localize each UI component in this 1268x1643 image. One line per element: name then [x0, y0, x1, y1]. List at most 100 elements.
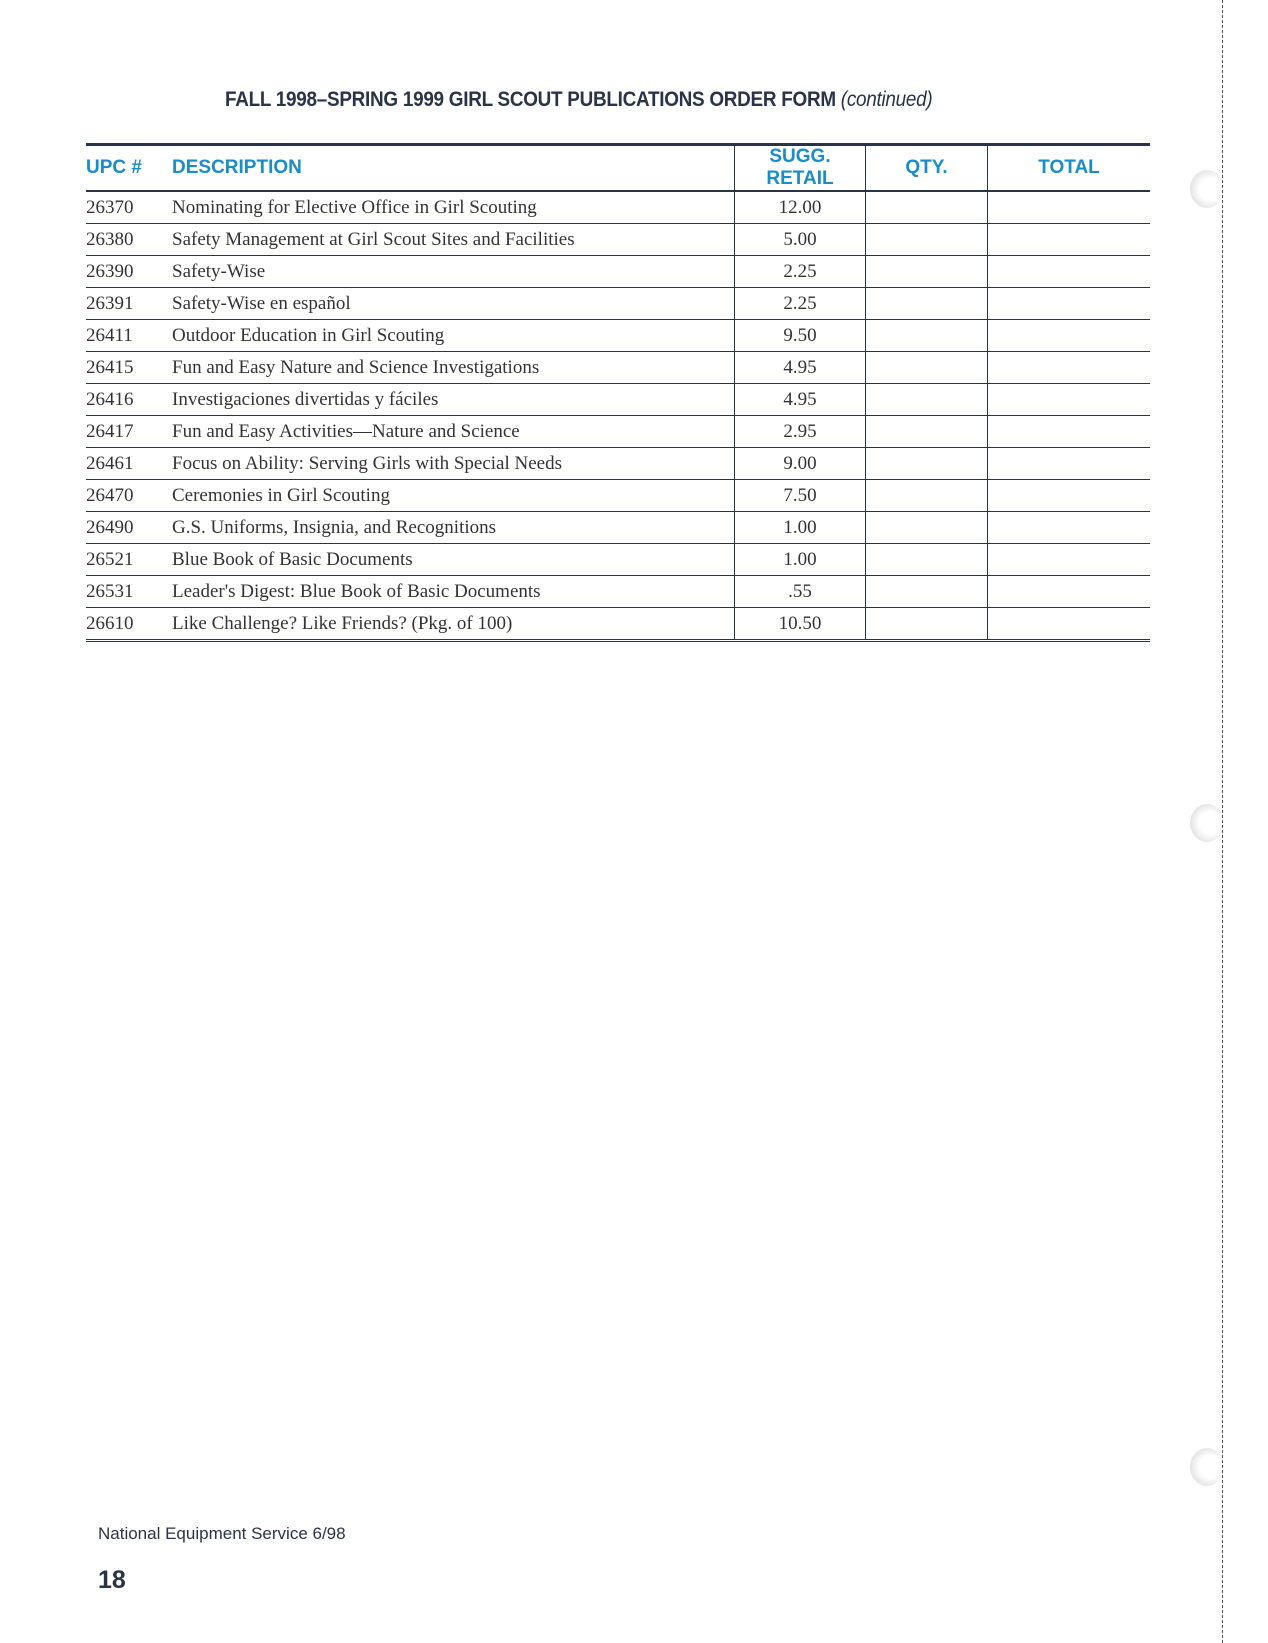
description-cell: Fun and Easy Activities—Nature and Scien…: [172, 415, 735, 448]
qty-cell[interactable]: [865, 511, 988, 544]
description-cell: Ceremonies in Girl Scouting: [172, 479, 735, 512]
total-cell[interactable]: [987, 287, 1150, 320]
table-row: 26370 Nominating for Elective Office in G…: [86, 191, 1150, 224]
title-main: FALL 1998–SPRING 1999 GIRL SCOUT PUBLICA…: [225, 88, 836, 111]
qty-cell[interactable]: [865, 287, 988, 320]
upc-cell: 26531: [86, 575, 172, 608]
upc-cell: 26461: [86, 447, 172, 480]
page-title: FALL 1998–SPRING 1999 GIRL SCOUT PUBLICA…: [225, 88, 933, 112]
description-cell: Like Challenge? Like Friends? (Pkg. of 1…: [172, 607, 735, 642]
table-row: 26390 Safety-Wise 2.25: [86, 255, 1150, 288]
header-row: UPC # DESCRIPTION SUGG. RETAIL QTY. TOTA…: [86, 143, 1150, 192]
description-cell: Safety Management at Girl Scout Sites an…: [172, 223, 735, 256]
total-cell[interactable]: [987, 479, 1150, 512]
description-cell: G.S. Uniforms, Insignia, and Recognition…: [172, 511, 735, 544]
punch-hole: [1190, 170, 1224, 208]
upc-cell: 26610: [86, 607, 172, 642]
upc-cell: 26380: [86, 223, 172, 256]
table-row: 26416 Investigaciones divertidas y fácile…: [86, 383, 1150, 416]
table-row: 26411 Outdoor Education in Girl Scouting 9…: [86, 319, 1150, 352]
col-qty: QTY.: [865, 143, 988, 192]
upc-cell: 26390: [86, 255, 172, 288]
price-cell: 2.25: [734, 287, 866, 320]
upc-cell: 26415: [86, 351, 172, 384]
upc-cell: 26417: [86, 415, 172, 448]
table-row: 26391 Safety-Wise en español 2.25: [86, 287, 1150, 320]
description-cell: Blue Book of Basic Documents: [172, 543, 735, 576]
price-cell: 4.95: [734, 351, 866, 384]
table-row: 26415 Fun and Easy Nature and Science Inv…: [86, 351, 1150, 384]
upc-cell: 26490: [86, 511, 172, 544]
upc-cell: 26521: [86, 543, 172, 576]
table-row: 26380 Safety Management at Girl Scout Sit…: [86, 223, 1150, 256]
upc-cell: 26416: [86, 383, 172, 416]
price-cell: 7.50: [734, 479, 866, 512]
upc-cell: 26411: [86, 319, 172, 352]
table-row: 26461 Focus on Ability: Serving Girls wit…: [86, 447, 1150, 480]
table-row: 26490 G.S. Uniforms, Insignia, and Recogn…: [86, 511, 1150, 544]
table-row: 26521 Blue Book of Basic Documents 1.00: [86, 543, 1150, 576]
qty-cell[interactable]: [865, 447, 988, 480]
total-cell[interactable]: [987, 191, 1150, 224]
table-row: 26470 Ceremonies in Girl Scouting 7.50: [86, 479, 1150, 512]
qty-cell[interactable]: [865, 255, 988, 288]
table-row: 26417 Fun and Easy Activities—Nature and …: [86, 415, 1150, 448]
total-cell[interactable]: [987, 575, 1150, 608]
description-cell: Outdoor Education in Girl Scouting: [172, 319, 735, 352]
price-cell: 9.00: [734, 447, 866, 480]
qty-cell[interactable]: [865, 415, 988, 448]
description-cell: Nominating for Elective Office in Girl S…: [172, 191, 735, 224]
total-cell[interactable]: [987, 447, 1150, 480]
price-cell: 5.00: [734, 223, 866, 256]
punch-hole: [1190, 1448, 1224, 1486]
description-cell: Safety-Wise en español: [172, 287, 735, 320]
price-cell: 1.00: [734, 543, 866, 576]
price-cell: 9.50: [734, 319, 866, 352]
qty-cell[interactable]: [865, 543, 988, 576]
description-cell: Focus on Ability: Serving Girls with Spe…: [172, 447, 735, 480]
total-cell[interactable]: [987, 415, 1150, 448]
description-cell: Safety-Wise: [172, 255, 735, 288]
order-table: UPC # DESCRIPTION SUGG. RETAIL QTY. TOTA…: [86, 143, 1150, 642]
qty-cell[interactable]: [865, 223, 988, 256]
price-cell: 2.95: [734, 415, 866, 448]
table-row: 26610 Like Challenge? Like Friends? (Pkg.…: [86, 607, 1150, 642]
description-cell: Leader's Digest: Blue Book of Basic Docu…: [172, 575, 735, 608]
col-upc: UPC #: [86, 143, 172, 192]
description-cell: Investigaciones divertidas y fáciles: [172, 383, 735, 416]
price-cell: 1.00: [734, 511, 866, 544]
total-cell[interactable]: [987, 383, 1150, 416]
footer-text: National Equipment Service 6/98: [98, 1524, 346, 1543]
page-number: 18: [98, 1566, 126, 1594]
qty-cell[interactable]: [865, 351, 988, 384]
title-suffix: (continued): [840, 88, 933, 111]
total-cell[interactable]: [987, 607, 1150, 642]
total-cell[interactable]: [987, 319, 1150, 352]
total-cell[interactable]: [987, 351, 1150, 384]
qty-cell[interactable]: [865, 607, 988, 642]
upc-cell: 26370: [86, 191, 172, 224]
perforation-line: [1222, 0, 1223, 1643]
total-cell[interactable]: [987, 543, 1150, 576]
description-cell: Fun and Easy Nature and Science Investig…: [172, 351, 735, 384]
qty-cell[interactable]: [865, 575, 988, 608]
price-cell: 12.00: [734, 191, 866, 224]
upc-cell: 26470: [86, 479, 172, 512]
col-description: DESCRIPTION: [172, 143, 735, 192]
punch-hole: [1190, 804, 1224, 842]
price-cell: 4.95: [734, 383, 866, 416]
price-cell: 2.25: [734, 255, 866, 288]
total-cell[interactable]: [987, 511, 1150, 544]
total-cell[interactable]: [987, 223, 1150, 256]
qty-cell[interactable]: [865, 319, 988, 352]
qty-cell[interactable]: [865, 191, 988, 224]
upc-cell: 26391: [86, 287, 172, 320]
total-cell[interactable]: [987, 255, 1150, 288]
price-cell: .55: [734, 575, 866, 608]
qty-cell[interactable]: [865, 383, 988, 416]
table-row: 26531 Leader's Digest: Blue Book of Basic…: [86, 575, 1150, 608]
col-price: SUGG. RETAIL: [734, 143, 866, 192]
col-total: TOTAL: [987, 143, 1150, 192]
qty-cell[interactable]: [865, 479, 988, 512]
price-cell: 10.50: [734, 607, 866, 642]
